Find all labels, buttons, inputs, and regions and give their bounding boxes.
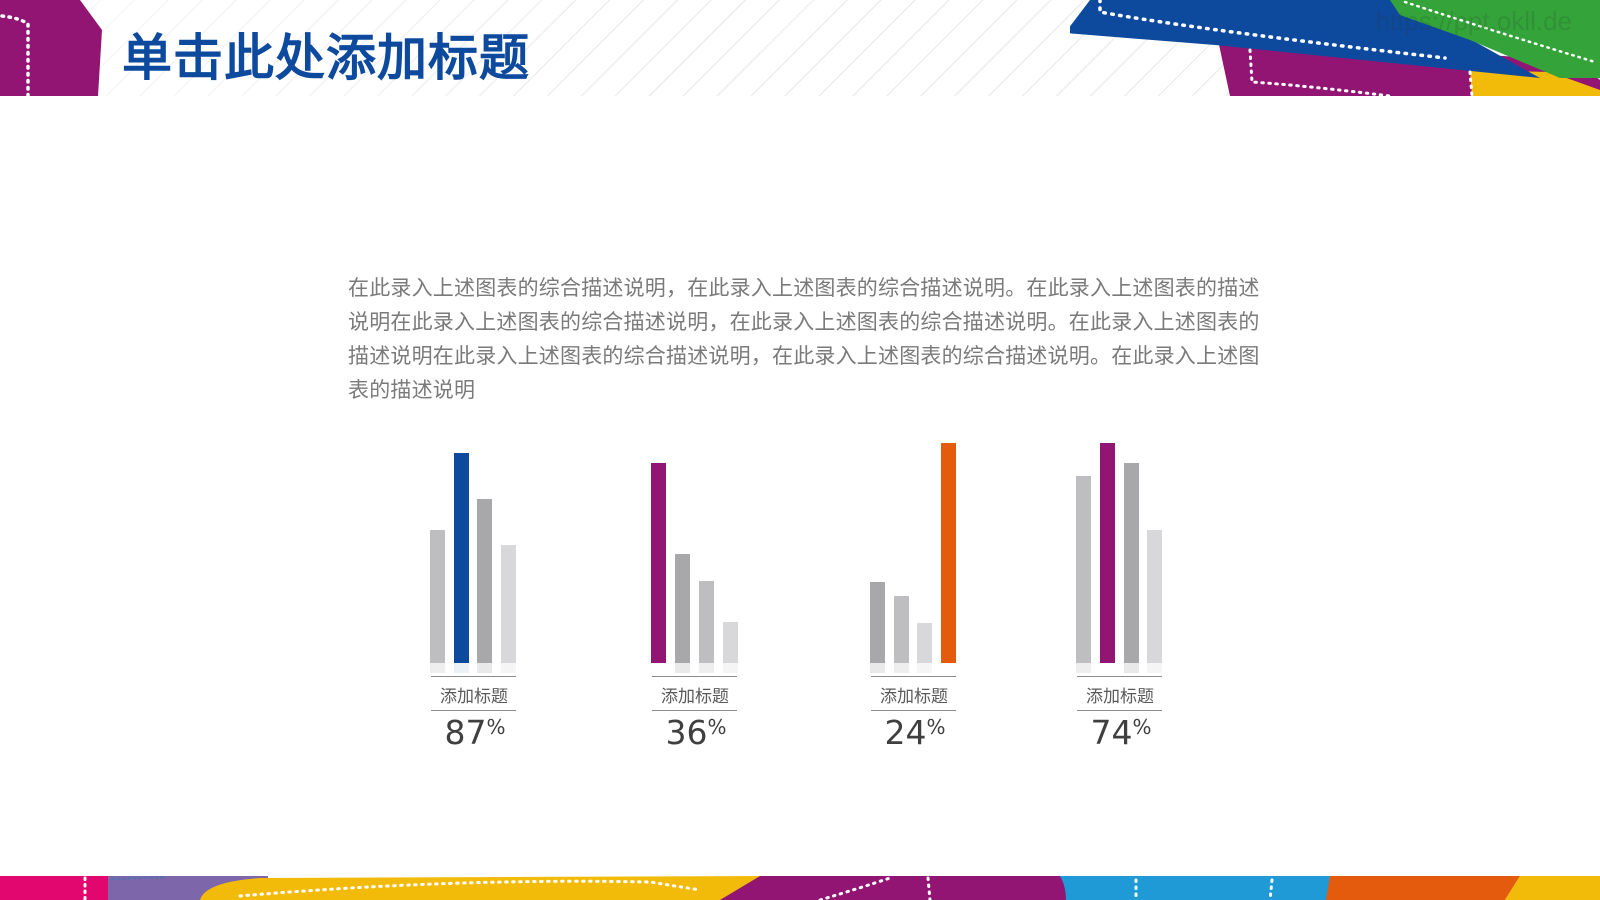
bar-highlight	[1100, 443, 1115, 663]
group-label: 添加标题	[1086, 687, 1154, 707]
bar	[430, 530, 445, 663]
group-label: 添加标题	[440, 687, 508, 707]
bar	[699, 581, 714, 663]
chart-group-1: 添加标题 87%	[430, 430, 520, 760]
bar-reflection	[917, 663, 932, 673]
bottom-color-band	[0, 876, 1600, 900]
bar-reflection	[1124, 663, 1139, 673]
divider-top	[652, 676, 737, 677]
divider-bottom	[431, 710, 516, 711]
bar-highlight	[651, 463, 666, 663]
chart-group-2: 添加标题 36%	[651, 430, 741, 760]
bar	[894, 596, 909, 663]
percent-sign: %	[926, 715, 946, 739]
bar	[477, 499, 492, 663]
percent-value: 36%	[651, 713, 741, 752]
group-label: 添加标题	[661, 687, 729, 707]
bar-reflection	[430, 663, 445, 673]
chart-group-3: 添加标题 24%	[870, 430, 960, 760]
bar-reflection	[1076, 663, 1091, 673]
divider-bottom	[1077, 710, 1162, 711]
percent-value: 24%	[870, 713, 960, 752]
bar-reflection	[454, 663, 469, 673]
divider-top	[871, 676, 956, 677]
percent-sign: %	[1132, 715, 1152, 739]
bar-highlight	[941, 443, 956, 663]
bars	[430, 430, 520, 663]
divider-bottom	[652, 710, 737, 711]
percent-value: 74%	[1076, 713, 1166, 752]
bar-reflection	[699, 663, 714, 673]
bar	[870, 582, 885, 663]
percent-value: 87%	[430, 713, 520, 752]
bar-highlight	[454, 453, 469, 663]
bar	[675, 554, 690, 663]
bars	[1076, 430, 1166, 663]
watermark: https://ppt.okll.de	[1375, 6, 1572, 36]
divider-top	[1077, 676, 1162, 677]
divider-bottom	[871, 710, 956, 711]
percent-sign: %	[486, 715, 506, 739]
bottom-color-shapes	[0, 876, 1600, 900]
bars	[870, 430, 960, 663]
bar	[723, 622, 738, 663]
bar-reflection	[477, 663, 492, 673]
group-label: 添加标题	[880, 687, 948, 707]
bars	[651, 430, 741, 663]
bar-reflection	[870, 663, 885, 673]
top-right-color-shapes	[1070, 0, 1600, 96]
bar	[1124, 463, 1139, 663]
bar-reflection	[675, 663, 690, 673]
chart-group-4: 添加标题 74%	[1076, 430, 1166, 760]
percent-number: 74	[1090, 713, 1133, 752]
bar	[1147, 530, 1162, 663]
description-text[interactable]: 在此录入上述图表的综合描述说明，在此录入上述图表的综合描述说明。在此录入上述图表…	[348, 276, 1260, 402]
bar	[917, 623, 932, 663]
divider-top	[431, 676, 516, 677]
bar-reflection	[1147, 663, 1162, 673]
bar	[501, 545, 516, 663]
top-left-purple-shape	[0, 0, 102, 96]
header-band: https://ppt.okll.de	[0, 0, 1600, 96]
slide-title[interactable]: 单击此处添加标题	[122, 29, 530, 87]
percent-number: 24	[884, 713, 927, 752]
bar-reflection	[723, 663, 738, 673]
percent-number: 36	[665, 713, 708, 752]
bar-reflection	[894, 663, 909, 673]
bar	[1076, 476, 1091, 663]
percent-number: 87	[444, 713, 487, 752]
percent-sign: %	[707, 715, 727, 739]
bar-reflection	[501, 663, 516, 673]
